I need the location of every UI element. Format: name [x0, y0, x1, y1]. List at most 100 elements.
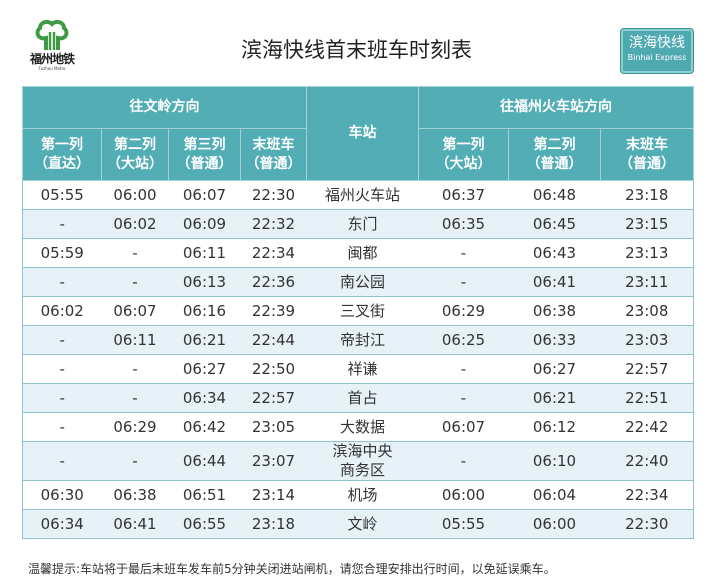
badge-cn: 滨海快线 [629, 35, 685, 51]
time-cell: 06:38 [101, 480, 169, 510]
table-row: -06:29 06:42 23:05 大数据 06:07 06:12 22:42 [22, 412, 694, 442]
table-row: 06:30 06:38 06:51 23:14 机场 06:00 06:04 22:34 [22, 480, 694, 510]
right-col-header: 末班车 （普通） [599, 128, 695, 181]
time-cell: 06:45 [508, 209, 601, 239]
col-header-line: （普通） [245, 155, 302, 172]
time-cell: 06:51 [168, 480, 241, 510]
time-cell: 06:41 [101, 509, 169, 539]
timetable: 往文岭方向 车站 往福州火车站方向 第一列 （直达） 第二列 （大站） 第三列 （普通） 末班车 （… [22, 86, 695, 539]
col-header-line: 第一列 [41, 136, 83, 153]
time-cell: - [418, 354, 509, 384]
left-col-header: 第三列 （普通） [168, 128, 241, 181]
time-cell: 06:09 [168, 209, 241, 239]
time-cell: 05:59 [22, 238, 102, 268]
table-row: - -06:13 22:36 南公园 -06:41 23:11 [22, 267, 694, 297]
time-cell: 06:27 [508, 354, 601, 384]
time-cell: - [22, 267, 102, 297]
station-header: 车站 [306, 86, 419, 181]
time-cell: 06:13 [168, 267, 241, 297]
station-cell: 首占 [306, 383, 419, 413]
time-cell: 23:18 [600, 180, 694, 210]
time-cell: 22:42 [600, 412, 694, 442]
time-cell: 06:43 [508, 238, 601, 268]
time-cell: - [22, 412, 102, 442]
table-row: - -06:27 22:50 祥谦 -06:27 22:57 [22, 354, 694, 384]
col-header-line: 第一列 [442, 136, 485, 153]
time-cell: - [101, 354, 169, 384]
time-cell: 06:41 [508, 267, 601, 297]
time-cell: - [22, 441, 102, 481]
station-cell: 福州火车站 [306, 180, 419, 210]
col-header-line: （大站） [107, 155, 163, 172]
station-cell: 帝封江 [306, 325, 419, 355]
time-cell: 06:11 [168, 238, 241, 268]
col-header-line: （直达） [34, 155, 90, 172]
time-cell: 06:21 [508, 383, 601, 413]
left-col-header: 末班车 （普通） [240, 128, 307, 181]
time-cell: 06:29 [101, 412, 169, 442]
time-cell: 06:07 [418, 412, 509, 442]
metro-tree-icon [35, 20, 69, 50]
table-row: 06:34 06:41 06:55 23:18 文岭 05:55 06:00 22:30 [22, 509, 694, 539]
time-cell: 22:51 [600, 383, 694, 413]
col-header-line: 第三列 [183, 136, 226, 153]
table-row: 05:55 06:00 06:07 22:30 福州火车站 06:37 06:48 23:18 [22, 180, 694, 210]
time-cell: 05:55 [22, 180, 102, 210]
time-cell: 06:16 [168, 296, 241, 326]
time-cell: 06:34 [22, 509, 102, 539]
col-header-line: 第二列 [533, 136, 576, 153]
time-cell: - [418, 441, 509, 481]
time-cell: 22:50 [240, 354, 307, 384]
time-cell: 06:25 [418, 325, 509, 355]
station-cell: 闽都 [306, 238, 419, 268]
time-cell: 22:34 [600, 480, 694, 510]
time-cell: - [101, 267, 169, 297]
time-cell: 22:40 [600, 441, 694, 481]
time-cell: 06:12 [508, 412, 601, 442]
direction-header-wenling: 往文岭方向 [22, 86, 307, 129]
time-cell: - [101, 441, 169, 481]
time-cell: 22:30 [240, 180, 307, 210]
station-cell: 大数据 [306, 412, 419, 442]
station-cell: 文岭 [306, 509, 419, 539]
time-cell: 06:07 [168, 180, 241, 210]
time-cell: 23:13 [600, 238, 694, 268]
station-cell: 三叉街 [306, 296, 419, 326]
time-cell: - [418, 267, 509, 297]
time-cell: - [22, 325, 102, 355]
time-cell: 06:44 [168, 441, 241, 481]
right-col-header: 第一列 （大站） [418, 128, 509, 181]
table-row: -06:11 06:21 22:44 帝封江 06:25 06:33 23:03 [22, 325, 694, 355]
time-cell: - [22, 383, 102, 413]
time-cell: 06:27 [168, 354, 241, 384]
col-header-line: （大站） [435, 155, 492, 172]
direction-header-fuzhou-station: 往福州火车站方向 [417, 86, 695, 129]
station-cell: 东门 [306, 209, 419, 239]
table-row: - -06:34 22:57 首占 -06:21 22:51 [22, 383, 694, 413]
notice-text: 温馨提示:车站将于最后末班车发车前5分钟关闭进站闸机，请您合理安排出行时间，以免… [28, 562, 556, 576]
time-cell: 22:57 [240, 383, 307, 413]
time-cell: 22:39 [240, 296, 307, 326]
time-cell: - [418, 238, 509, 268]
time-cell: - [101, 383, 169, 413]
time-cell: 05:55 [418, 509, 509, 539]
time-cell: 06:10 [508, 441, 601, 481]
time-cell: 22:57 [600, 354, 694, 384]
badge-en: Binhai Express [627, 53, 687, 62]
table-row: 06:02 06:07 06:16 22:39 三叉街 06:29 06:38 23:08 [22, 296, 694, 326]
time-cell: 22:36 [240, 267, 307, 297]
table-row: 05:59-06:11 22:34 闽都 -06:43 23:13 [22, 238, 694, 268]
time-cell: 22:34 [240, 238, 307, 268]
time-cell: 22:32 [240, 209, 307, 239]
time-cell: 06:07 [101, 296, 169, 326]
col-header-line: （普通） [526, 155, 583, 172]
station-cell: 滨海中央 商务区 [306, 441, 419, 481]
time-cell: 23:18 [240, 509, 307, 539]
col-header-line: 末班车 [252, 136, 295, 153]
col-header-line: （普通） [619, 155, 676, 172]
time-cell: 06:34 [168, 383, 241, 413]
time-cell: 06:04 [508, 480, 601, 510]
time-cell: 06:55 [168, 509, 241, 539]
time-cell: 06:00 [418, 480, 509, 510]
left-col-header: 第一列 （直达） [22, 128, 102, 181]
